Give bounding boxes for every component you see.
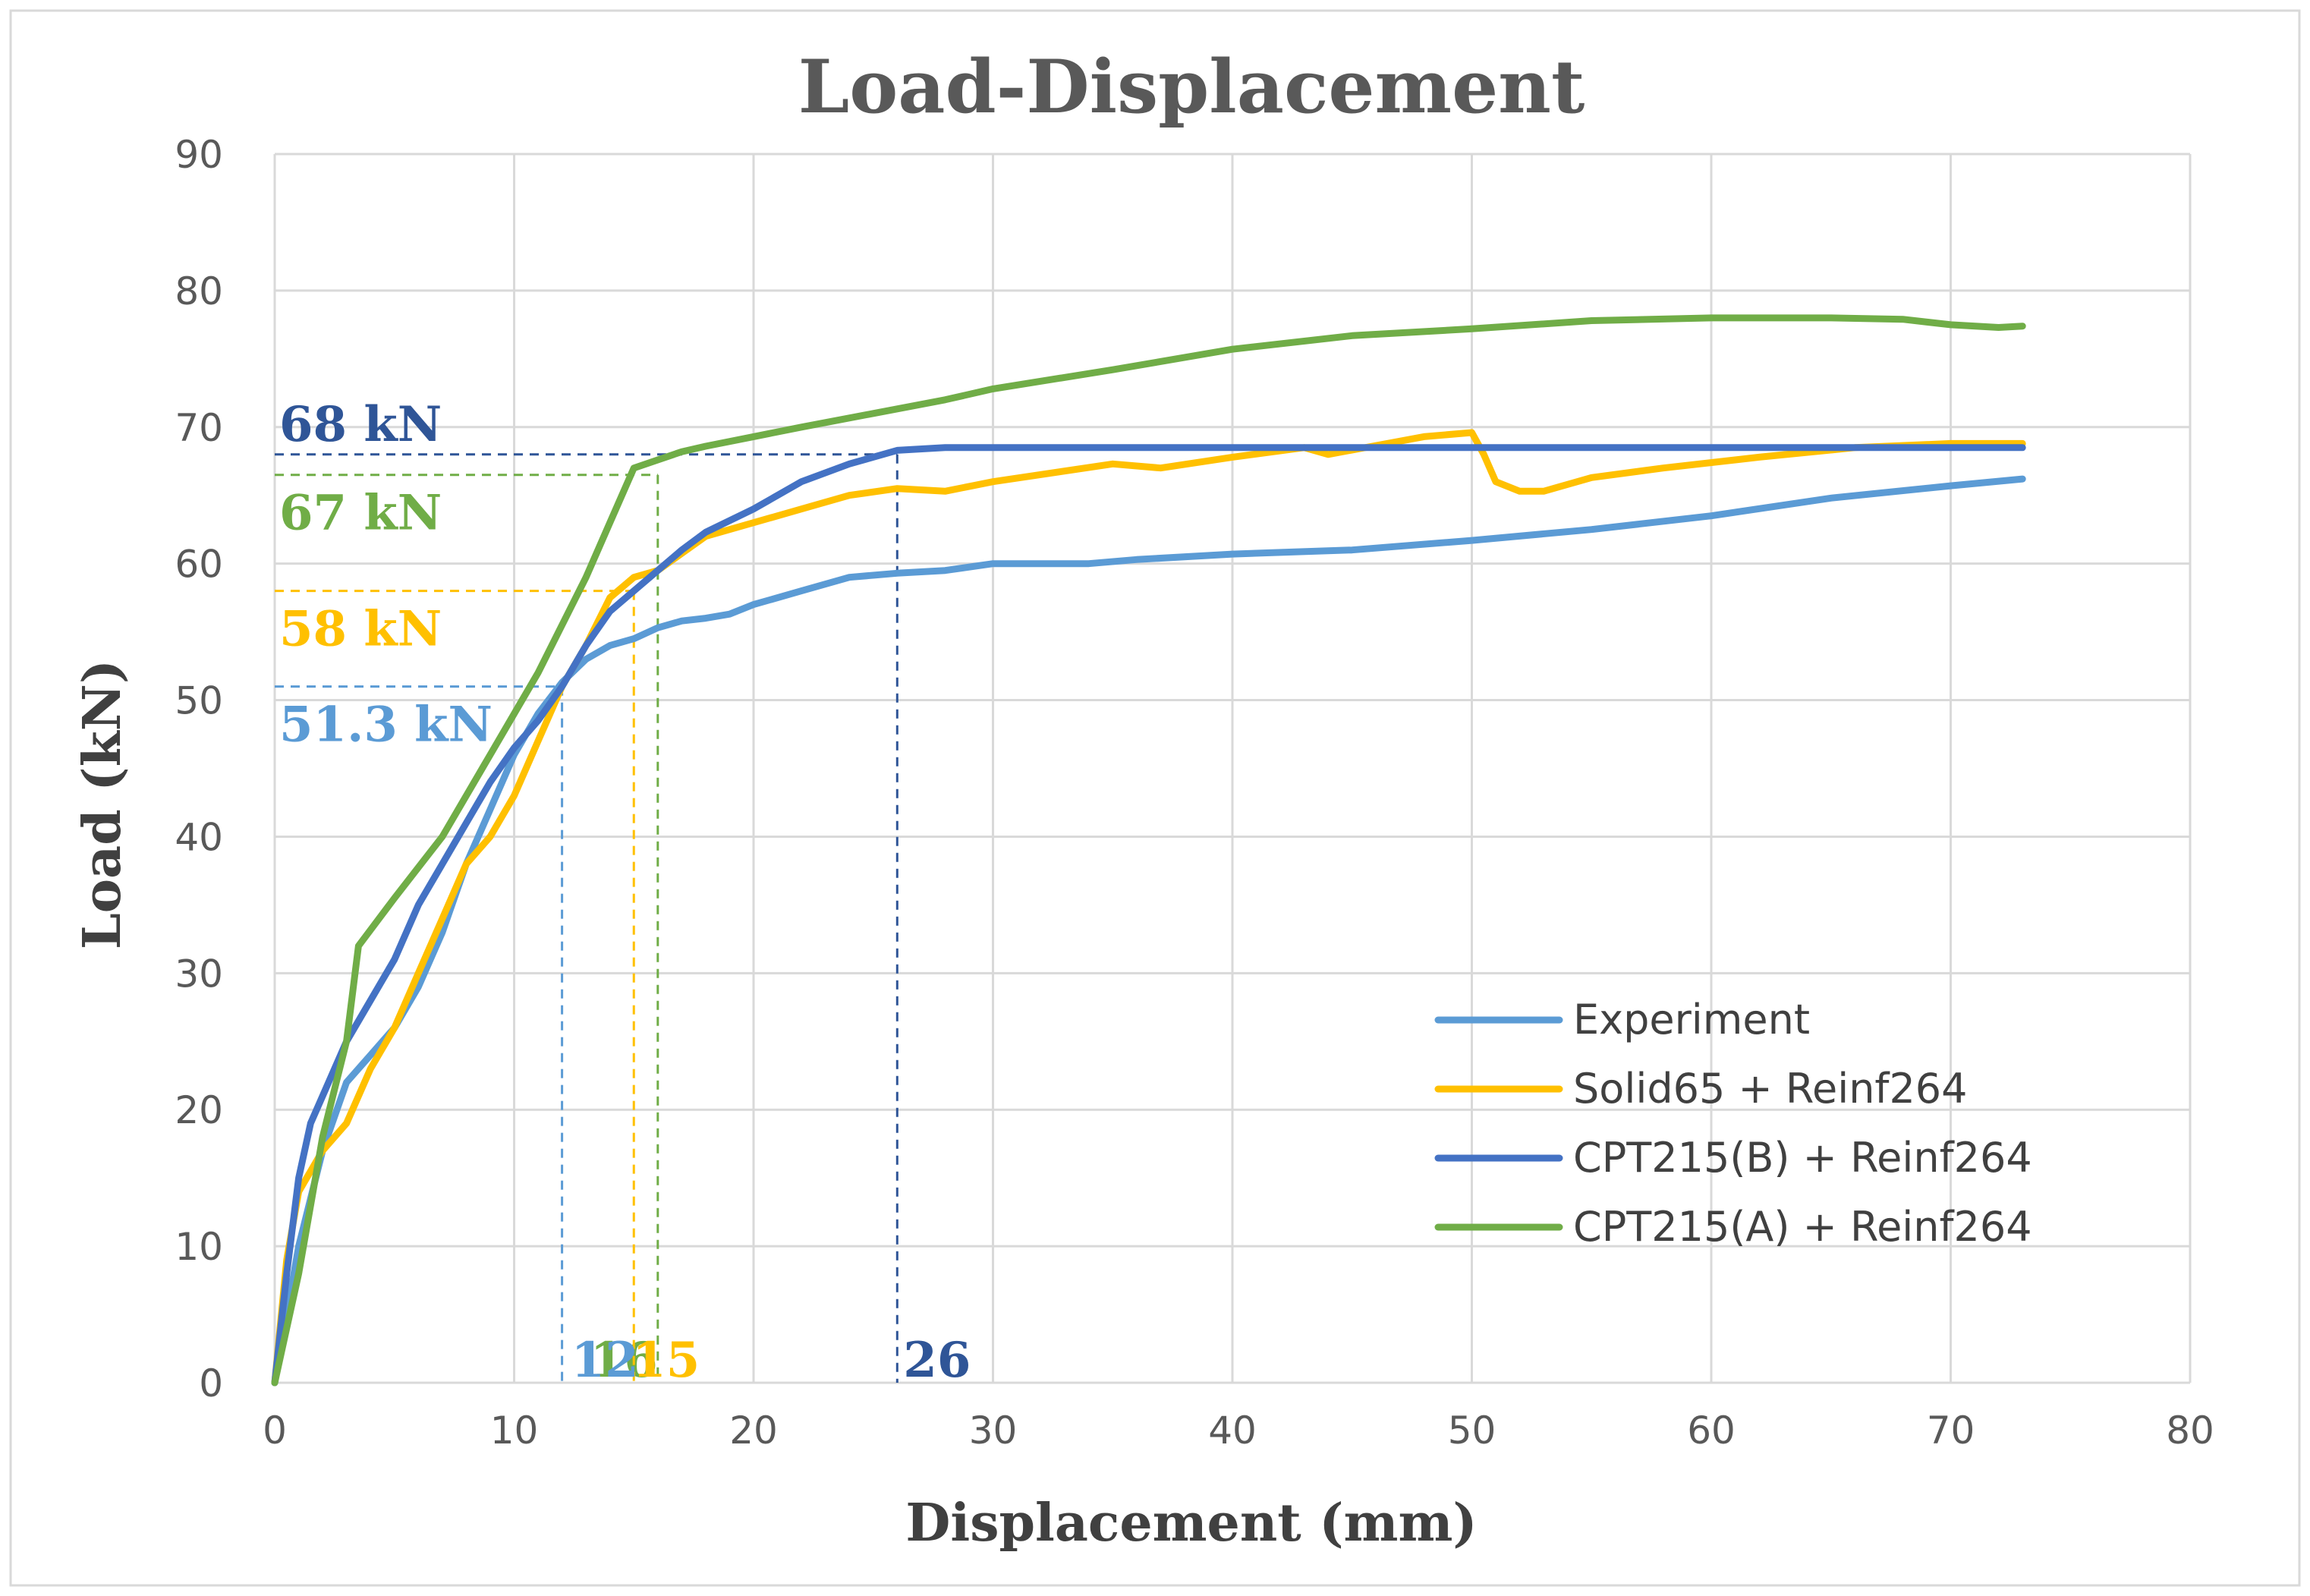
x-tick-label: 10 [490,1409,539,1453]
x-tick-label: 60 [1687,1409,1736,1453]
series-line [271,314,2026,1387]
y-tick-label: 20 [175,1088,223,1132]
grid [273,153,2192,1384]
legend-label: CPT215(B) + Reinf264 [1573,1134,2032,1182]
annotation-y-label: 68 kN [279,396,442,453]
y-tick-label: 30 [175,952,223,996]
y-tick-label: 50 [175,679,223,723]
annotation-x-label: 26 [903,1332,971,1389]
x-tick-label: 0 [263,1409,287,1453]
series-group [271,314,2026,1387]
x-tick-label: 80 [2166,1409,2214,1453]
series-line [271,429,2026,1387]
x-axis-title: Displacement (mm) [905,1493,1477,1554]
legend-label: Solid65 + Reinf264 [1573,1065,1968,1113]
annotation-y-label: 58 kN [279,601,442,658]
y-tick-label: 80 [175,269,223,313]
chart-title: Load-Displacement [798,44,1585,130]
annotation-x-label: 16 [590,1332,658,1389]
tick-labels: 0 10 20 30 40 50 60 70 80 0 10 20 30 40 50 60 70 80 90 [175,133,2214,1453]
annotation-x-label: 12 [571,1332,639,1389]
series-line [271,475,2026,1387]
legend-label: CPT215(A) + Reinf264 [1573,1203,2032,1251]
annotation-y-label: 67 kN [279,485,442,542]
y-axis-title: Load (kN) [72,659,133,949]
annotation-x-label: 15 [632,1332,700,1389]
y-tick-label: 60 [175,543,223,587]
x-tick-label: 20 [729,1409,778,1453]
y-tick-label: 70 [175,406,223,450]
y-tick-label: 90 [175,133,223,177]
y-tick-label: 0 [199,1361,223,1406]
legend: Experiment Solid65 + Reinf264 CPT215(B) + … [1434,996,2032,1251]
legend-label: Experiment [1573,996,1810,1044]
series-line [271,444,2026,1387]
annotation-group: 68 kN 26 67 kN 16 58 kN 15 51.3 kN 12 [275,396,971,1389]
y-tick-label: 40 [175,815,223,859]
x-tick-label: 50 [1448,1409,1496,1453]
x-tick-label: 30 [969,1409,1018,1453]
chart-border [9,9,2301,1587]
y-tick-label: 10 [175,1225,223,1269]
x-tick-label: 70 [1927,1409,1975,1453]
x-tick-label: 40 [1208,1409,1257,1453]
annotation-y-label: 51.3 kN [279,697,493,754]
